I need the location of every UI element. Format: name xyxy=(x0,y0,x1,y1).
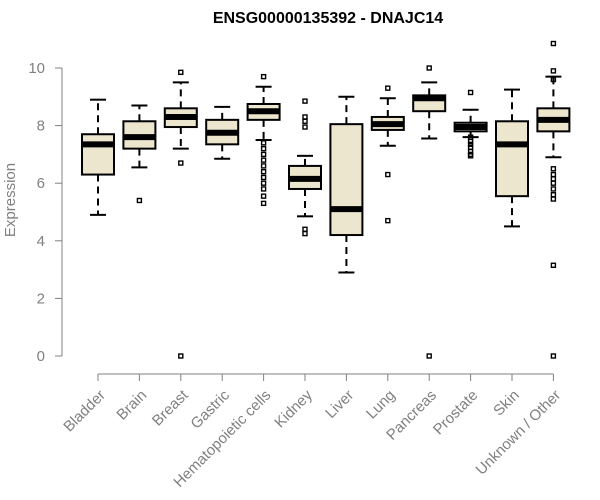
outlier-point xyxy=(467,141,474,148)
outlier-point xyxy=(260,193,267,199)
outlier-point xyxy=(260,180,267,186)
outlier-point xyxy=(178,69,184,76)
outlier-point xyxy=(550,40,557,47)
outlier-point xyxy=(178,353,184,359)
outlier-point xyxy=(426,353,432,359)
outlier-point xyxy=(260,174,267,181)
y-axis: 0 2 4 6 8 10 xyxy=(28,60,63,365)
outlier-point xyxy=(260,151,267,158)
iqr-box xyxy=(329,123,364,237)
outlier-point xyxy=(550,196,557,202)
chart-title: ENSG00000135392 - DNAJC14 xyxy=(213,10,443,27)
y-axis-label: Expression xyxy=(2,163,19,237)
outlier-point xyxy=(550,176,557,182)
outlier-point xyxy=(550,192,557,198)
outlier-point xyxy=(260,145,267,152)
outlier-point xyxy=(550,353,557,359)
y-tick-label: 8 xyxy=(37,118,45,135)
outlier-point xyxy=(260,157,267,163)
outlier-point xyxy=(302,226,308,232)
outlier-point xyxy=(260,140,267,146)
outlier-point xyxy=(550,171,557,178)
x-tick-label: Skin xyxy=(490,387,523,420)
outlier-point xyxy=(302,124,308,130)
iqr-box xyxy=(81,133,115,176)
outlier-point xyxy=(260,163,267,169)
y-tick-label: 10 xyxy=(28,60,45,77)
x-tick-label: Bladder xyxy=(60,387,109,436)
x-tick-label: Prostate xyxy=(430,387,482,439)
box-skin xyxy=(495,88,529,228)
outlier-point xyxy=(136,197,143,204)
outlier-point xyxy=(467,89,474,96)
x-tick-label: Kidney xyxy=(271,386,316,431)
y-tick-label: 4 xyxy=(37,233,45,250)
box-kidney xyxy=(288,98,322,237)
outlier-point xyxy=(302,114,308,120)
box-pancreas xyxy=(412,65,447,359)
outlier-point xyxy=(260,73,267,80)
box-unknown-other xyxy=(536,40,571,359)
iqr-box xyxy=(495,120,529,198)
outlier-point xyxy=(550,166,557,172)
outlier-point xyxy=(385,85,391,91)
x-tick-label: Liver xyxy=(322,387,357,422)
outlier-point xyxy=(550,76,557,83)
outlier-point xyxy=(385,171,391,178)
box-bladder xyxy=(81,98,115,216)
x-tick-label: Breast xyxy=(149,386,192,429)
outlier-point xyxy=(260,168,267,175)
outlier-point xyxy=(260,200,267,207)
box-lung xyxy=(370,85,405,224)
outlier-point xyxy=(550,68,557,74)
box-liver xyxy=(329,95,364,274)
x-tick-label: Lung xyxy=(363,387,399,423)
y-tick-label: 6 xyxy=(37,175,45,192)
outlier-point xyxy=(550,186,557,192)
outlier-point xyxy=(302,230,308,237)
outlier-point xyxy=(385,217,391,224)
outlier-point xyxy=(550,262,557,268)
outlier-point xyxy=(467,144,474,150)
y-tick-label: 0 xyxy=(37,348,45,365)
outlier-point xyxy=(550,180,557,186)
x-tick-label: Brain xyxy=(113,387,150,424)
y-tick-label: 2 xyxy=(37,290,45,307)
outlier-point xyxy=(426,65,432,71)
box-brain xyxy=(122,104,157,204)
boxes-group xyxy=(81,40,571,359)
outlier-point xyxy=(302,118,308,124)
outlier-point xyxy=(302,98,308,104)
box-breast xyxy=(163,69,198,359)
outlier-point xyxy=(467,138,474,145)
box-hematopoietic-cells xyxy=(246,73,281,207)
box-gastric xyxy=(205,105,240,160)
outlier-point xyxy=(178,160,184,166)
outlier-point xyxy=(260,186,267,192)
outlier-point xyxy=(467,153,474,159)
box-prostate xyxy=(453,89,488,159)
